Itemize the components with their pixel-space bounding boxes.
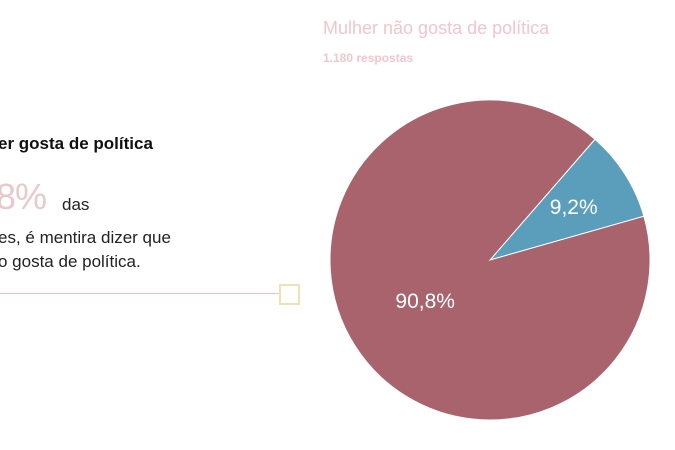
slice-label: 9,2% xyxy=(550,196,598,219)
pie-slice xyxy=(488,138,645,261)
slice-label: 90,8% xyxy=(395,290,455,313)
description-line-2: o gosta de política. xyxy=(0,252,141,271)
chart-title: Mulher não gosta de política xyxy=(323,18,550,38)
slider-handle[interactable] xyxy=(279,284,300,305)
slider-track[interactable] xyxy=(0,293,279,294)
pie-slice xyxy=(329,99,651,421)
description-line-1: es, é mentira dizer que xyxy=(0,228,171,247)
question-heading: er gosta de política xyxy=(0,134,153,153)
big-percentage: 8% xyxy=(0,176,47,217)
das-text: das xyxy=(62,195,90,214)
chart-subtitle: 1.180 respostas xyxy=(323,51,414,65)
